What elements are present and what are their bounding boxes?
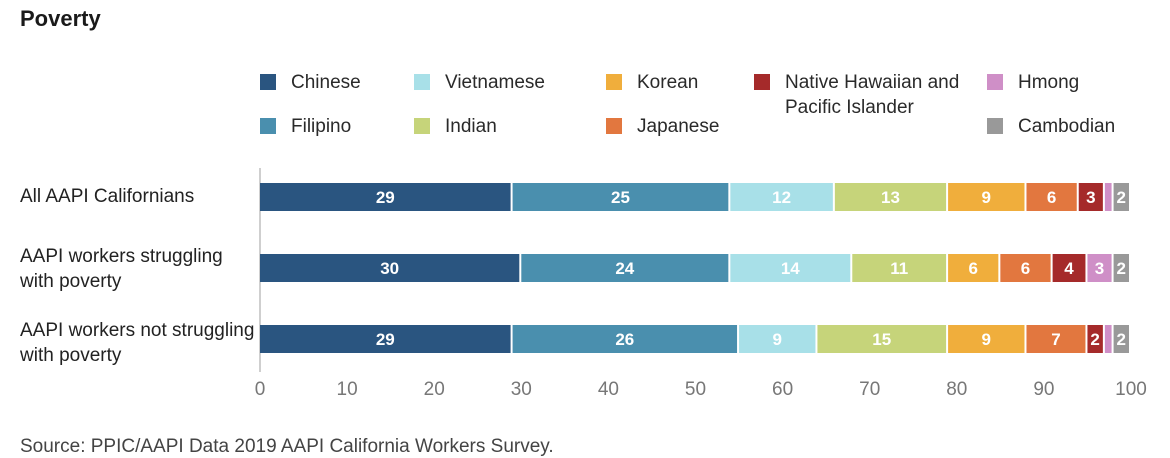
legend-label-vietnamese: Vietnamese	[445, 72, 545, 93]
bar-korean-row-2	[948, 254, 999, 282]
data-label-cambodian-row-2: 2	[1117, 259, 1126, 278]
row-label-not-struggling: AAPI workers not struggling with poverty	[20, 320, 255, 366]
bar-cambodian-row-2	[1113, 254, 1129, 282]
data-label-japanese-row-1: 6	[1047, 188, 1056, 207]
legend-item-native-hawaiian: Native Hawaiian and Pacific Islander	[754, 70, 964, 120]
data-label-filipino-row-3: 26	[615, 330, 634, 349]
row-label-struggling: AAPI workers struggling with poverty	[20, 246, 223, 292]
legend-item-hmong: Hmong	[987, 70, 1079, 95]
bar-hmong-row-1	[1104, 183, 1112, 211]
page-title: Poverty	[20, 6, 101, 31]
legend-label-indian: Indian	[445, 116, 497, 137]
x-tick-label-10: 10	[337, 379, 358, 400]
bar-japanese-row-3	[1026, 325, 1086, 353]
legend-label-cambodian: Cambodian	[1018, 116, 1116, 137]
legend-swatch-korean	[606, 74, 622, 90]
legend-item-filipino: Filipino	[260, 114, 351, 139]
data-label-japanese-row-2: 6	[1021, 259, 1030, 278]
legend-swatch-vietnamese	[414, 74, 430, 90]
data-label-native-hawaiian-and-pacific-islander-row-2: 4	[1064, 259, 1074, 278]
data-label-vietnamese-row-3: 9	[773, 330, 782, 349]
legend-swatch-filipino	[260, 118, 276, 134]
legend-item-japanese: Japanese	[606, 114, 719, 139]
legend-item-korean: Korean	[606, 70, 698, 95]
legend-swatch-hmong	[987, 74, 1003, 90]
data-label-indian-row-1: 13	[881, 188, 900, 207]
legend-swatch-chinese	[260, 74, 276, 90]
data-label-filipino-row-1: 25	[611, 188, 630, 207]
data-label-cambodian-row-1: 2	[1117, 188, 1126, 207]
bar-chinese-row-2	[260, 254, 520, 282]
data-label-native-hawaiian-and-pacific-islander-row-1: 3	[1086, 188, 1095, 207]
legend-swatch-japanese	[606, 118, 622, 134]
legend-label-hmong: Hmong	[1018, 72, 1080, 93]
x-tick-label-40: 40	[598, 379, 619, 400]
x-tick-label-100: 100	[1115, 379, 1147, 400]
bar-indian-row-1	[834, 183, 947, 211]
data-label-cambodian-row-3: 2	[1117, 330, 1126, 349]
x-tick-label-30: 30	[511, 379, 532, 400]
data-label-filipino-row-2: 24	[615, 259, 634, 278]
bar-cambodian-row-3	[1113, 325, 1129, 353]
x-tick-label-20: 20	[424, 379, 445, 400]
data-label-hmong-row-2: 3	[1095, 259, 1104, 278]
bar-vietnamese-row-3	[739, 325, 816, 353]
bar-vietnamese-row-1	[730, 183, 833, 211]
data-label-indian-row-2: 11	[890, 259, 908, 278]
source-note: Source: PPIC/AAPI Data 2019 AAPI Califor…	[20, 436, 554, 457]
bar-filipino-row-3	[512, 325, 738, 353]
legend-swatch-cambodian	[987, 118, 1003, 134]
bar-hmong-row-3	[1104, 325, 1112, 353]
bar-japanese-row-1	[1026, 183, 1077, 211]
x-tick-label-80: 80	[946, 379, 967, 400]
row-label-all: All AAPI Californians	[20, 186, 195, 207]
data-label-indian-row-3: 15	[872, 330, 891, 349]
data-label-korean-row-1: 9	[982, 188, 991, 207]
bar-filipino-row-1	[512, 183, 729, 211]
data-label-vietnamese-row-1: 12	[772, 188, 791, 207]
data-label-chinese-row-2: 30	[380, 259, 399, 278]
bar-hmong-row-2	[1087, 254, 1112, 282]
bar-chinese-row-1	[260, 183, 511, 211]
legend-label-native-hawaiian: Native Hawaiian and Pacific Islander	[785, 72, 960, 118]
data-label-native-hawaiian-and-pacific-islander-row-3: 2	[1090, 330, 1099, 349]
data-label-korean-row-2: 6	[968, 259, 977, 278]
data-label-korean-row-3: 9	[982, 330, 991, 349]
legend-item-indian: Indian	[414, 114, 497, 139]
data-label-chinese-row-1: 29	[376, 188, 395, 207]
x-tick-label-90: 90	[1033, 379, 1054, 400]
bar-native-hawaiian-and-pacific-islander-row-1	[1078, 183, 1103, 211]
x-tick-label-50: 50	[685, 379, 706, 400]
legend-swatch-indian	[414, 118, 430, 134]
bar-chinese-row-3	[260, 325, 511, 353]
legend-label-korean: Korean	[637, 72, 699, 93]
bar-korean-row-1	[948, 183, 1025, 211]
data-label-japanese-row-3: 7	[1051, 330, 1060, 349]
bar-indian-row-3	[817, 325, 947, 353]
legend-swatch-native-hawaiian	[754, 74, 770, 90]
data-label-vietnamese-row-2: 14	[781, 259, 800, 278]
data-label-chinese-row-3: 29	[376, 330, 395, 349]
x-tick-label-0: 0	[255, 379, 266, 400]
bar-korean-row-3	[948, 325, 1025, 353]
legend-label-filipino: Filipino	[291, 116, 352, 137]
legend-label-japanese: Japanese	[637, 116, 720, 137]
x-tick-label-70: 70	[859, 379, 880, 400]
legend-item-vietnamese: Vietnamese	[414, 70, 545, 95]
bar-native-hawaiian-and-pacific-islander-row-2	[1052, 254, 1086, 282]
legend-item-cambodian: Cambodian	[987, 114, 1115, 139]
legend-item-chinese: Chinese	[260, 70, 361, 95]
bar-cambodian-row-1	[1113, 183, 1129, 211]
bar-indian-row-2	[852, 254, 947, 282]
bar-filipino-row-2	[521, 254, 729, 282]
bar-native-hawaiian-and-pacific-islander-row-3	[1087, 325, 1103, 353]
x-tick-label-60: 60	[772, 379, 793, 400]
bar-vietnamese-row-2	[730, 254, 851, 282]
legend-label-chinese: Chinese	[291, 72, 361, 93]
bar-japanese-row-2	[1000, 254, 1051, 282]
